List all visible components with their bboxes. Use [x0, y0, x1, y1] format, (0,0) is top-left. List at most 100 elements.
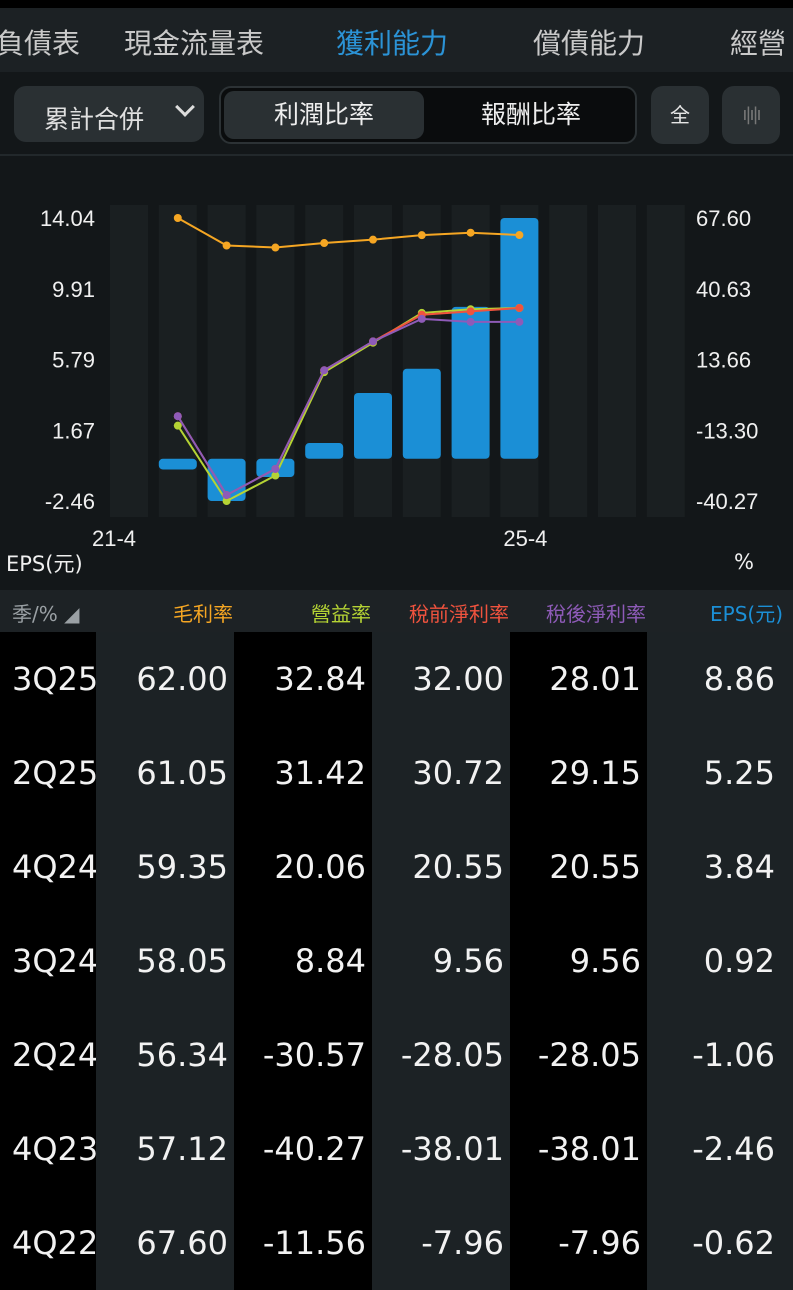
- quarter-cell: 2Q25: [0, 726, 98, 820]
- value-cell: -30.57: [234, 1008, 372, 1102]
- status-bar: [0, 0, 793, 8]
- profitability-chart: 14.04 9.91 5.79 1.67 -2.46 67.60 40.63 13.66 -13…: [40, 205, 758, 551]
- value-cell: -40.27: [234, 1102, 372, 1196]
- header-net-margin[interactable]: 稅後淨利率: [546, 602, 646, 626]
- tab-solvency[interactable]: 償債能力: [533, 27, 646, 60]
- table-row[interactable]: 2Q24 56.34 -30.57 -28.05 -28.05 -1.06: [0, 1008, 793, 1102]
- tab-balance-sheet[interactable]: 負債表: [0, 27, 81, 60]
- grid-column: [402, 205, 441, 517]
- eps-bar: [500, 218, 539, 459]
- eps-bar: [158, 458, 197, 470]
- series-point: [515, 231, 524, 240]
- value-cell: -28.05: [510, 1008, 647, 1102]
- value-cell: 67.60: [96, 1196, 234, 1290]
- series-point: [320, 239, 329, 248]
- value-cell: 61.05: [96, 726, 234, 820]
- eps-bar: [451, 306, 490, 459]
- grid-column: [354, 205, 392, 517]
- series-point: [173, 421, 182, 430]
- value-cell: 58.05: [96, 914, 234, 1008]
- period-dropdown[interactable]: 累計合併: [14, 86, 204, 142]
- ratio-segmented-control: 利潤比率 報酬比率: [219, 86, 637, 144]
- value-cell: 28.01: [510, 632, 647, 726]
- table-header: 季/% ◢ 毛利率 營益率 稅前淨利率 稅後淨利率 EPS(元): [0, 590, 793, 632]
- right-axis-label: %: [734, 550, 754, 574]
- x-axis-tick: 21-4: [92, 526, 136, 551]
- profit-ratio-button[interactable]: 利潤比率: [224, 91, 424, 139]
- left-axis-tick: 1.67: [52, 418, 95, 443]
- value-cell: -7.96: [372, 1196, 510, 1290]
- series-point: [369, 235, 377, 244]
- value-cell: 56.34: [96, 1008, 234, 1102]
- left-axis-tick: 14.04: [40, 206, 95, 231]
- eps-bar: [402, 368, 441, 459]
- series-line: [176, 306, 520, 503]
- table-row[interactable]: 4Q24 59.35 20.06 20.55 20.55 3.84: [0, 820, 793, 914]
- tab-cash-flow[interactable]: 現金流量表: [124, 27, 265, 60]
- right-axis-tick: 13.66: [696, 348, 751, 373]
- grid-column: [598, 205, 636, 517]
- quarter-cell: 3Q24: [0, 914, 98, 1008]
- value-cell: 20.06: [234, 820, 372, 914]
- value-cell: 5.25: [647, 726, 793, 820]
- header-pretax-margin[interactable]: 稅前淨利率: [409, 602, 509, 626]
- left-axis-tick: 9.91: [52, 277, 95, 302]
- series-point: [271, 243, 280, 252]
- table-row[interactable]: 3Q24 58.05 8.84 9.56 9.56 0.92: [0, 914, 793, 1008]
- header-quarter[interactable]: 季/% ◢: [12, 602, 80, 626]
- all-button[interactable]: 全: [651, 86, 709, 144]
- value-cell: 20.55: [372, 820, 510, 914]
- value-cell: 32.00: [372, 632, 510, 726]
- left-axis-label: EPS(元): [6, 552, 83, 576]
- header-eps[interactable]: EPS(元): [710, 602, 783, 626]
- tab-operating[interactable]: 經營: [730, 27, 787, 60]
- series-point: [173, 412, 182, 421]
- series-point: [466, 317, 475, 326]
- value-cell: -28.05: [372, 1008, 510, 1102]
- tab-bar: 負債表 現金流量表 獲利能力 償債能力 經營: [0, 8, 793, 80]
- header-gross-margin[interactable]: 毛利率: [173, 602, 233, 626]
- series-point: [222, 491, 231, 500]
- x-axis-tick: 25-4: [503, 526, 547, 551]
- series-point: [271, 471, 280, 480]
- chevron-down-icon: [175, 97, 195, 117]
- table-row[interactable]: 4Q22 67.60 -11.56 -7.96 -7.96 -0.62: [0, 1196, 793, 1290]
- series-point: [515, 303, 524, 312]
- value-cell: -38.01: [510, 1102, 647, 1196]
- waveform-icon[interactable]: ı|ı|ı: [722, 86, 780, 144]
- right-axis-tick: 40.63: [696, 277, 751, 302]
- quarter-cell: 4Q23: [0, 1102, 98, 1196]
- series-point: [271, 464, 280, 473]
- grid-column: [305, 205, 344, 517]
- left-axis-tick: -2.46: [45, 489, 95, 514]
- value-cell: 8.84: [234, 914, 372, 1008]
- return-ratio-button[interactable]: 報酬比率: [480, 100, 581, 129]
- quarter-cell: 2Q24: [0, 1008, 98, 1102]
- series-point: [222, 497, 231, 505]
- table-row[interactable]: 2Q25 61.05 31.42 30.72 29.15 5.25: [0, 726, 793, 820]
- value-cell: -2.46: [647, 1102, 793, 1196]
- value-cell: -0.62: [647, 1196, 793, 1290]
- table-row[interactable]: 3Q25 62.00 32.84 32.00 28.01 8.86: [0, 632, 793, 726]
- series-point: [515, 317, 524, 326]
- quarter-cell: 4Q24: [0, 820, 98, 914]
- header-operating-margin[interactable]: 營益率: [311, 602, 371, 626]
- series-point: [417, 314, 426, 323]
- quarter-cell: 4Q22: [0, 1196, 98, 1290]
- quarter-cell: 3Q25: [0, 632, 98, 726]
- value-cell: 59.35: [96, 820, 234, 914]
- table-row[interactable]: 4Q23 57.12 -40.27 -38.01 -38.01 -2.46: [0, 1102, 793, 1196]
- series-line: [176, 317, 520, 497]
- tab-profitability[interactable]: 獲利能力: [336, 27, 449, 60]
- grid-column: [549, 205, 588, 517]
- value-cell: 20.55: [510, 820, 647, 914]
- dropdown-label: 累計合併: [44, 105, 145, 134]
- value-cell: 9.56: [510, 914, 647, 1008]
- value-cell: 32.84: [234, 632, 372, 726]
- series-point: [466, 307, 475, 316]
- left-axis-tick: 5.79: [52, 348, 95, 373]
- series-point: [369, 337, 377, 346]
- value-cell: 0.92: [647, 914, 793, 1008]
- value-cell: -7.96: [510, 1196, 647, 1290]
- eps-bar: [305, 443, 344, 459]
